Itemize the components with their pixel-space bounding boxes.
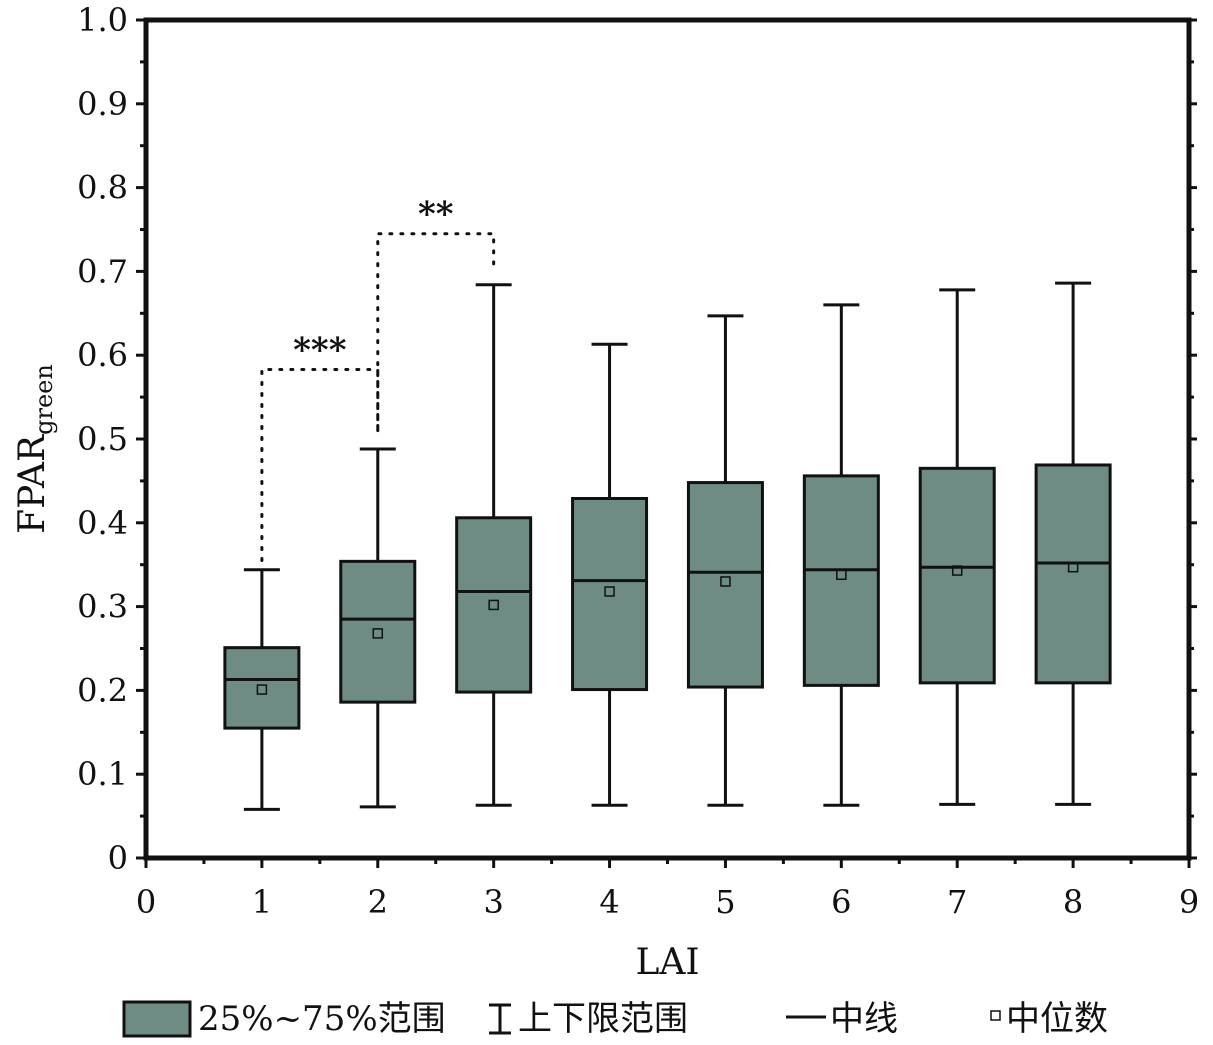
iqr-box <box>339 559 417 704</box>
box-group <box>802 303 880 807</box>
box-group <box>455 283 533 807</box>
axis-ticks: 0 0.1 0.2 0.3 0.4 0.5 0.6 0.7 0.8 0.9 1.0 0 1 2 3 4 5 6 7 8… <box>77 1 1199 921</box>
legend-box-swatch <box>122 1000 192 1038</box>
plot-frame <box>143 17 1192 861</box>
y-tick-label: 0.3 <box>77 588 128 626</box>
x-tick-label: 6 <box>831 883 851 921</box>
y-tick-label: 0.5 <box>77 420 128 458</box>
y-tick-label: 0.2 <box>77 671 128 709</box>
legend-whisker-icon <box>489 1003 511 1035</box>
y-tick-label: 0.6 <box>77 336 128 374</box>
x-tick-label: 8 <box>1063 883 1083 921</box>
mean-marker <box>604 586 615 597</box>
x-tick-label: 7 <box>947 883 967 921</box>
mean-marker <box>1067 561 1079 573</box>
x-tick-label: 5 <box>715 883 735 921</box>
boxes <box>223 281 1112 811</box>
y-tick-label: 1.0 <box>77 1 128 39</box>
box-group <box>339 447 417 809</box>
box-group <box>918 288 996 806</box>
mean-marker <box>951 565 963 576</box>
mean-marker <box>488 599 499 611</box>
mean-marker <box>256 684 268 695</box>
iqr-box <box>1034 463 1112 685</box>
significance-bracket <box>376 232 496 433</box>
legend-whisker-label: 上下限范围 <box>518 999 688 1039</box>
iqr-box <box>571 496 649 692</box>
x-tick-label: 9 <box>1179 883 1199 921</box>
y-axis-title-main: FPAR <box>12 434 53 534</box>
legend: 25%~75%范围 上下限范围 中线 中位数 <box>122 999 1108 1039</box>
significance-brackets: ***** <box>260 195 496 563</box>
y-axis-title: FPARgreen <box>12 364 58 534</box>
y-tick-label: 0.4 <box>77 504 128 542</box>
box-group <box>223 568 301 811</box>
y-tick-label: 0 <box>108 839 128 877</box>
y-tick-label: 0.8 <box>77 169 128 207</box>
box-group <box>686 314 764 807</box>
iqr-box <box>223 646 301 730</box>
significance-label: *** <box>293 330 347 370</box>
y-tick-label: 0.7 <box>77 252 128 290</box>
x-axis-title: LAI <box>635 942 699 983</box>
legend-median-label: 中线 <box>830 999 898 1039</box>
significance-bracket <box>260 367 380 563</box>
significance-label: ** <box>418 195 454 235</box>
mean-marker <box>372 628 384 639</box>
iqr-box <box>802 474 880 687</box>
legend-mean-marker-icon <box>990 1010 1001 1021</box>
legend-mean-label: 中位数 <box>1006 999 1108 1039</box>
box-group <box>571 342 649 807</box>
x-tick-label: 4 <box>599 883 619 921</box>
iqr-box <box>455 516 533 694</box>
x-tick-label: 2 <box>368 883 388 921</box>
y-tick-label: 0.9 <box>77 85 128 123</box>
y-axis-title-sub: green <box>30 364 58 435</box>
box-group <box>1034 281 1112 806</box>
mean-marker <box>720 576 731 587</box>
mean-marker <box>836 569 847 581</box>
x-tick-label: 1 <box>252 883 272 921</box>
x-tick-label: 3 <box>483 883 503 921</box>
x-tick-label: 0 <box>136 883 156 921</box>
iqr-box <box>686 481 764 689</box>
y-tick-label: 0.1 <box>77 755 128 793</box>
legend-box-label: 25%~75%范围 <box>198 999 446 1039</box>
